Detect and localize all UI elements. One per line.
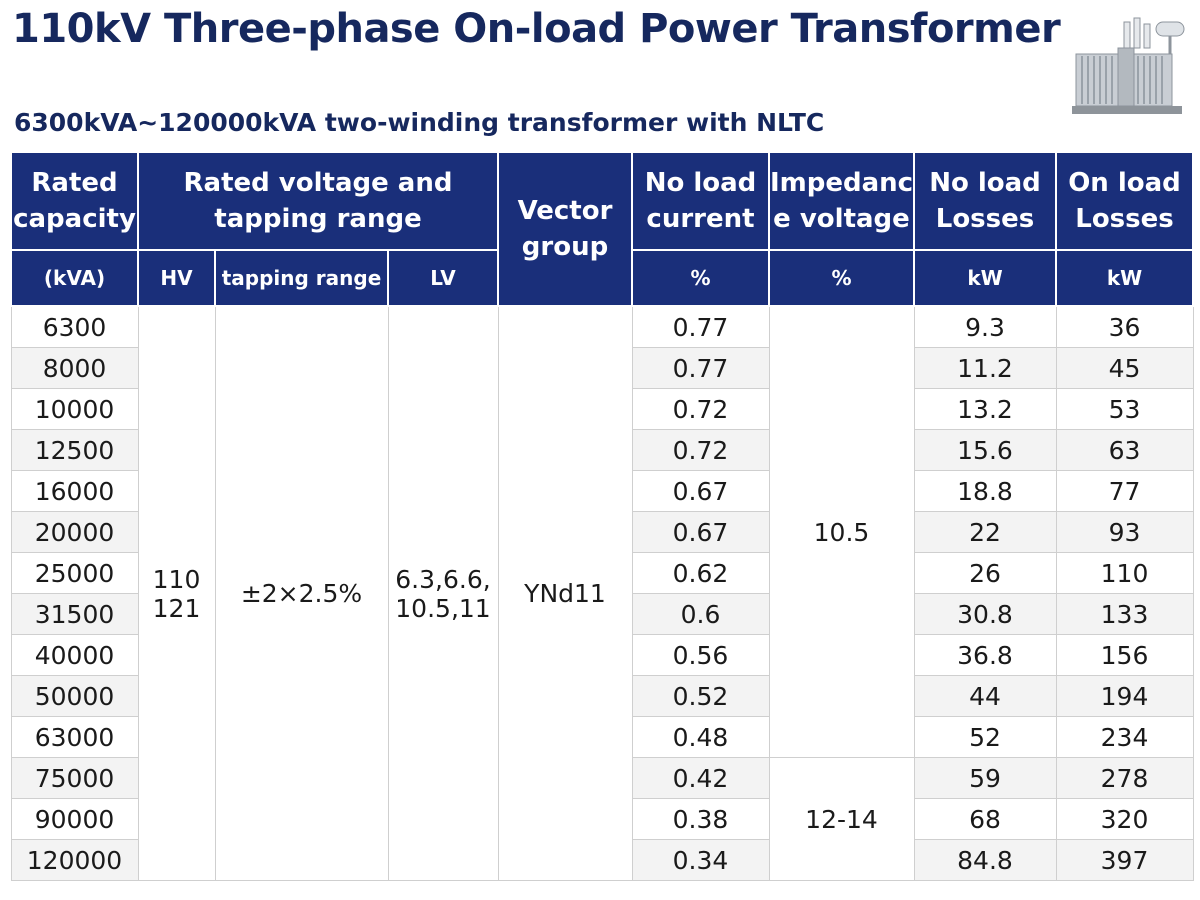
unit-tapping: tapping range bbox=[214, 249, 389, 307]
cell-no-load-losses: 9.3 bbox=[913, 305, 1057, 348]
header-impedance-voltage: Impedanc e voltage bbox=[768, 151, 915, 251]
cell-no-load-losses: 44 bbox=[913, 675, 1057, 717]
cell-no-load-current: 0.67 bbox=[631, 470, 770, 512]
unit-capacity: (kVA) bbox=[10, 249, 139, 307]
cell-capacity: 16000 bbox=[10, 470, 139, 512]
cell-capacity: 25000 bbox=[10, 552, 139, 594]
table-row: 20000 0.67 22 93 bbox=[10, 511, 1194, 553]
cell-hv: 110 121 bbox=[137, 305, 216, 881]
unit-hv: HV bbox=[137, 249, 216, 307]
cell-on-load-losses: 63 bbox=[1055, 429, 1194, 471]
cell-on-load-losses: 320 bbox=[1055, 798, 1194, 840]
header-rated-voltage: Rated voltage and tapping range bbox=[137, 151, 499, 251]
table-row: 40000 0.56 36.8 156 bbox=[10, 634, 1194, 676]
cell-no-load-current: 0.38 bbox=[631, 798, 770, 840]
cell-no-load-losses: 84.8 bbox=[913, 839, 1057, 881]
cell-no-load-current: 0.62 bbox=[631, 552, 770, 594]
cell-on-load-losses: 156 bbox=[1055, 634, 1194, 676]
hv-line: 110 bbox=[152, 564, 201, 594]
cell-no-load-current: 0.77 bbox=[631, 347, 770, 389]
cell-no-load-current: 0.56 bbox=[631, 634, 770, 676]
transformer-image bbox=[1072, 17, 1185, 114]
hv-line: 121 bbox=[152, 593, 201, 623]
cell-capacity: 10000 bbox=[10, 388, 139, 430]
cell-tapping: ±2×2.5% bbox=[214, 305, 389, 881]
table-row: 16000 0.67 18.8 77 bbox=[10, 470, 1194, 512]
cell-no-load-losses: 22 bbox=[913, 511, 1057, 553]
table-row: 50000 0.52 44 194 bbox=[10, 675, 1194, 717]
cell-no-load-losses: 13.2 bbox=[913, 388, 1057, 430]
cell-capacity: 63000 bbox=[10, 716, 139, 758]
page-title: 110kV Three-phase On-load Power Transfor… bbox=[12, 6, 1061, 52]
table-row: 10000 0.72 13.2 53 bbox=[10, 388, 1194, 430]
table-row: 6300 110 121 ±2×2.5% 6.3,6.6, 10.5,11 YNd11 0.7… bbox=[10, 305, 1194, 881]
cell-on-load-losses: 36 bbox=[1055, 305, 1194, 348]
cell-no-load-losses: 30.8 bbox=[913, 593, 1057, 635]
cell-no-load-current: 0.34 bbox=[631, 839, 770, 881]
spec-table: Rated capacity Rated voltage and tapping… bbox=[10, 151, 1194, 881]
cell-capacity: 50000 bbox=[10, 675, 139, 717]
cell-no-load-current: 0.6 bbox=[631, 593, 770, 635]
cell-capacity: 75000 bbox=[10, 757, 139, 799]
cell-impedance: 10.5 bbox=[768, 305, 915, 758]
cell-capacity: 120000 bbox=[10, 839, 139, 881]
unit-lv: LV bbox=[387, 249, 499, 307]
cell-no-load-current: 0.52 bbox=[631, 675, 770, 717]
cell-on-load-losses: 133 bbox=[1055, 593, 1194, 635]
cell-capacity: 90000 bbox=[10, 798, 139, 840]
cell-no-load-losses: 15.6 bbox=[913, 429, 1057, 471]
table-row: 75000 0.42 12-14 59 278 bbox=[10, 757, 1194, 881]
cell-no-load-losses: 36.8 bbox=[913, 634, 1057, 676]
cell-on-load-losses: 45 bbox=[1055, 347, 1194, 389]
unit-current: % bbox=[631, 249, 770, 307]
cell-no-load-current: 0.67 bbox=[631, 511, 770, 553]
cell-on-load-losses: 234 bbox=[1055, 716, 1194, 758]
cell-capacity: 8000 bbox=[10, 347, 139, 389]
cell-on-load-losses: 110 bbox=[1055, 552, 1194, 594]
cell-no-load-losses: 68 bbox=[913, 798, 1057, 840]
lv-line: 6.3,6.6, bbox=[395, 564, 491, 594]
cell-on-load-losses: 397 bbox=[1055, 839, 1194, 881]
cell-capacity: 40000 bbox=[10, 634, 139, 676]
cell-no-load-losses: 59 bbox=[913, 757, 1057, 799]
cell-on-load-losses: 93 bbox=[1055, 511, 1194, 553]
cell-on-load-losses: 194 bbox=[1055, 675, 1194, 717]
header-no-load-losses: No load Losses bbox=[913, 151, 1057, 251]
cell-capacity: 6300 bbox=[10, 305, 139, 348]
cell-on-load-losses: 278 bbox=[1055, 757, 1194, 799]
cell-capacity: 20000 bbox=[10, 511, 139, 553]
table-row: 31500 0.6 30.8 133 bbox=[10, 593, 1194, 635]
table-body: 6300 110 121 ±2×2.5% 6.3,6.6, 10.5,11 YNd11 0.7… bbox=[10, 305, 1194, 881]
table-row: 120000 0.34 84.8 397 bbox=[10, 839, 1194, 881]
table-row: 25000 0.62 26 110 bbox=[10, 552, 1194, 594]
cell-no-load-losses: 11.2 bbox=[913, 347, 1057, 389]
cell-no-load-losses: 26 bbox=[913, 552, 1057, 594]
cell-vector-group: YNd11 bbox=[497, 305, 633, 881]
cell-no-load-current: 0.72 bbox=[631, 388, 770, 430]
unit-on-load-losses: kW bbox=[1055, 249, 1194, 307]
cell-on-load-losses: 77 bbox=[1055, 470, 1194, 512]
cell-on-load-losses: 53 bbox=[1055, 388, 1194, 430]
table-row: 12500 0.72 15.6 63 bbox=[10, 429, 1194, 471]
header-vector-group: Vector group bbox=[497, 151, 633, 307]
cell-no-load-losses: 18.8 bbox=[913, 470, 1057, 512]
table-row: 63000 0.48 52 234 bbox=[10, 716, 1194, 758]
cell-impedance: 12-14 bbox=[768, 757, 915, 881]
cell-capacity: 12500 bbox=[10, 429, 139, 471]
page-subtitle: 6300kVA~120000kVA two-winding transforme… bbox=[14, 108, 825, 137]
cell-lv: 6.3,6.6, 10.5,11 bbox=[387, 305, 499, 881]
header-no-load-current: No load current bbox=[631, 151, 770, 251]
cell-capacity: 31500 bbox=[10, 593, 139, 635]
cell-no-load-current: 0.48 bbox=[631, 716, 770, 758]
cell-no-load-losses: 52 bbox=[913, 716, 1057, 758]
unit-impedance: % bbox=[768, 249, 915, 307]
header-rated-capacity: Rated capacity bbox=[10, 151, 139, 251]
unit-no-load-losses: kW bbox=[913, 249, 1057, 307]
table-row: 8000 0.77 11.2 45 bbox=[10, 347, 1194, 389]
header-on-load-losses: On load Losses bbox=[1055, 151, 1194, 251]
lv-line: 10.5,11 bbox=[395, 593, 491, 623]
cell-no-load-current: 0.77 bbox=[631, 305, 770, 348]
cell-no-load-current: 0.42 bbox=[631, 757, 770, 799]
cell-no-load-current: 0.72 bbox=[631, 429, 770, 471]
